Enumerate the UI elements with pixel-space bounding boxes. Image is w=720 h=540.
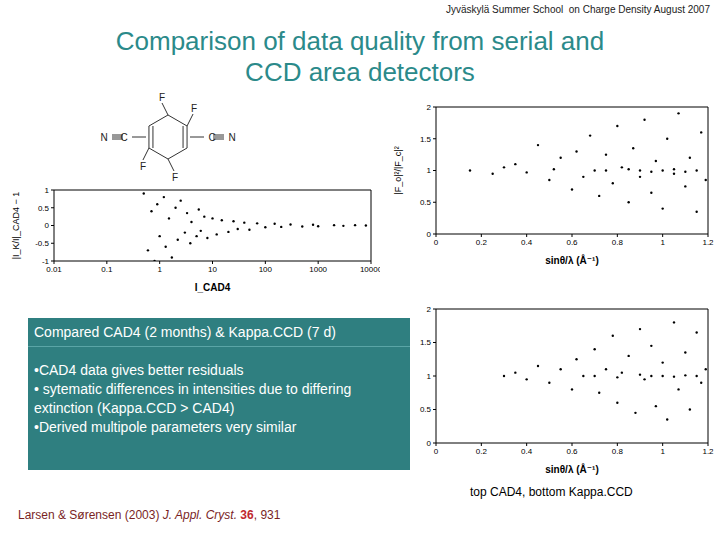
svg-text:sinθ/λ (Å⁻¹): sinθ/λ (Å⁻¹) (545, 254, 598, 266)
svg-text:0.5: 0.5 (420, 198, 432, 207)
svg-text:F: F (140, 161, 146, 172)
svg-text:-1: -1 (42, 257, 50, 266)
html-text:Larsen & Sørensen (2003) J. Ap: Larsen & Sørensen (2003) J. Appl. Cryst.… (18, 508, 281, 522)
svg-text:0.5: 0.5 (420, 405, 432, 414)
svg-text:0.4: 0.4 (521, 447, 533, 456)
svg-text:1: 1 (660, 447, 665, 456)
html-text:•CAD4 data gives better residu: •CAD4 data gives better residuals (34, 362, 244, 378)
svg-text:10000: 10000 (360, 265, 380, 274)
svg-text:0.4: 0.4 (521, 238, 533, 247)
svg-text:2: 2 (427, 103, 432, 112)
svg-text:0.1: 0.1 (101, 265, 113, 274)
html-text:Comparison of data quality fro: Comparison of data quality from serial a… (115, 26, 605, 56)
svg-text:100: 100 (259, 265, 273, 274)
svg-text:1.5: 1.5 (420, 135, 432, 144)
svg-text:F: F (191, 103, 197, 114)
svg-text:F: F (172, 172, 178, 183)
svg-text:0.5: 0.5 (38, 204, 50, 213)
svg-text:0: 0 (434, 447, 439, 456)
svg-text:0.2: 0.2 (476, 238, 488, 247)
svg-text:1.5: 1.5 (420, 338, 432, 347)
html-text:top CAD4, bottom Kappa.CCD: top CAD4, bottom Kappa.CCD (470, 485, 633, 499)
html-text:Jyväskylä Summer School on Cha: Jyväskylä Summer School on Charge Densit… (446, 4, 710, 15)
svg-text:0.6: 0.6 (566, 238, 578, 247)
svg-text:0.6: 0.6 (566, 447, 578, 456)
svg-text:0: 0 (434, 238, 439, 247)
html-text:Compared CAD4 (2 months) & Kap: Compared CAD4 (2 months) & Kappa.CCD (7 … (34, 324, 336, 340)
svg-text:1.2: 1.2 (702, 447, 712, 456)
svg-text:sinθ/λ (Å⁻¹): sinθ/λ (Å⁻¹) (545, 463, 598, 475)
svg-text:0.2: 0.2 (476, 447, 488, 456)
html-text:•Derived multipole parameters: •Derived multipole parameters very simil… (34, 419, 297, 435)
svg-text:0.01: 0.01 (46, 265, 62, 274)
svg-text:0: 0 (427, 230, 432, 239)
svg-text:C: C (208, 132, 215, 143)
svg-text:-0.5: -0.5 (35, 239, 49, 248)
html-text:CCD area detectors: CCD area detectors (245, 57, 475, 87)
svg-text:1: 1 (427, 372, 432, 381)
svg-text:|F_o|²/|F_c|²: |F_o|²/|F_c|² (393, 146, 403, 194)
svg-text:0.8: 0.8 (612, 238, 624, 247)
svg-text:I_CAD4: I_CAD4 (195, 282, 231, 293)
svg-text:N: N (228, 132, 235, 143)
svg-text:1: 1 (45, 186, 50, 195)
svg-text:0: 0 (45, 221, 50, 230)
svg-text:N: N (100, 132, 107, 143)
svg-text:10: 10 (208, 265, 217, 274)
svg-text:0: 0 (427, 439, 432, 448)
svg-text:0.8: 0.8 (612, 447, 624, 456)
svg-text:1000: 1000 (309, 265, 327, 274)
svg-text:1: 1 (157, 265, 162, 274)
svg-text:C: C (120, 132, 127, 143)
svg-text:F: F (159, 92, 165, 103)
svg-text:1.2: 1.2 (702, 238, 712, 247)
svg-text:2: 2 (427, 305, 432, 314)
svg-text:1: 1 (660, 238, 665, 247)
svg-text:1: 1 (427, 166, 432, 175)
svg-text:|I_K/I|_CAD4 − 1: |I_K/I|_CAD4 − 1 (11, 192, 21, 259)
html-text:• sytematic differences in int: • sytematic differences in intensities d… (34, 381, 352, 416)
